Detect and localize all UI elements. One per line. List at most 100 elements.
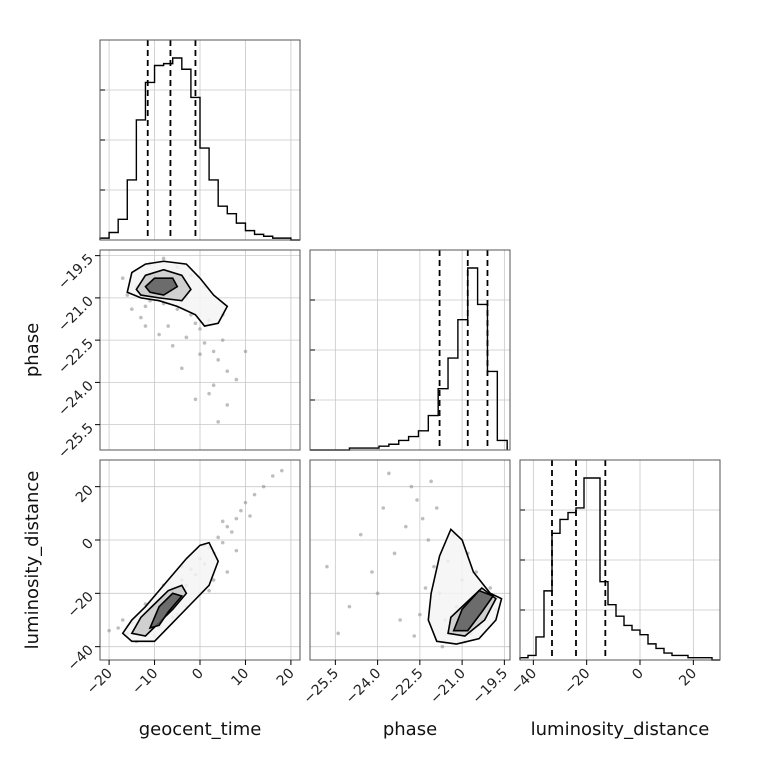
scatter-point <box>392 551 397 556</box>
y-tick-label: −20 <box>65 589 97 621</box>
scatter-point <box>139 315 143 320</box>
x-tick-label: −19.5 <box>470 666 512 708</box>
scatter-point <box>409 484 414 489</box>
scatter-point <box>234 377 239 382</box>
scatter-point <box>157 332 161 337</box>
scatter-panel-geocent_time-vs-luminosity_distance <box>99 459 301 661</box>
scatter-point <box>120 276 125 280</box>
scatter-point <box>370 570 374 574</box>
scatter-point <box>116 626 120 630</box>
scatter-point <box>143 304 148 309</box>
contour-line <box>452 589 495 632</box>
x-tick-label: 0 <box>629 666 647 684</box>
scatter-point <box>420 516 425 521</box>
scatter-point <box>387 471 391 476</box>
scatter-panel-phase-vs-luminosity_distance <box>309 459 511 661</box>
contour-line <box>144 277 179 296</box>
scatter-point <box>170 343 175 348</box>
scatter-point <box>225 570 230 574</box>
x-tick-label: 10 <box>228 666 252 690</box>
hist-panel-geocent_time <box>99 39 301 241</box>
panel-frame <box>519 459 721 661</box>
scatter-point <box>216 535 220 540</box>
scatter-point <box>216 420 220 424</box>
scatter-point <box>325 564 329 569</box>
x-tick-label: −10 <box>129 666 161 698</box>
x-tick-label: −21.0 <box>427 666 469 708</box>
scatter-point <box>161 256 166 261</box>
panel-frame <box>99 249 301 451</box>
scatter-point <box>474 570 478 574</box>
scatter-point <box>358 532 363 537</box>
scatter-point <box>381 506 386 510</box>
histogram-step <box>99 57 300 241</box>
x-tick-label: −25.5 <box>301 666 343 708</box>
hist-panel-phase <box>309 249 511 451</box>
scatter-point <box>234 516 239 521</box>
y-axis-label: luminosity_distance <box>22 471 43 650</box>
hist-panel-luminosity_distance <box>519 459 721 661</box>
scatter-point <box>230 530 234 534</box>
scatter-point <box>207 391 211 396</box>
scatter-point <box>418 612 422 617</box>
scatter-point <box>207 588 211 593</box>
scatter-point <box>403 524 408 529</box>
x-tick-label: −22.5 <box>385 666 427 708</box>
scatter-point <box>270 474 275 478</box>
scatter-point <box>429 479 433 484</box>
scatter-point <box>198 327 202 331</box>
x-tick-label: −20 <box>84 666 116 698</box>
y-tick-label: −22.5 <box>55 336 97 378</box>
scatter-point <box>166 324 170 328</box>
scatter-point <box>347 604 352 609</box>
scatter-point <box>198 352 202 357</box>
scatter-point <box>432 564 436 569</box>
scatter-point <box>125 293 130 297</box>
scatter-point <box>243 500 248 505</box>
histogram-step <box>519 477 720 661</box>
scatter-point <box>423 586 428 590</box>
scatter-point <box>336 631 340 636</box>
scatter-point <box>180 366 184 371</box>
scatter-point <box>234 548 239 553</box>
x-tick-label: −40 <box>508 666 540 698</box>
scatter-point <box>239 508 243 513</box>
scatter-point <box>440 644 445 649</box>
scatter-point <box>220 540 225 545</box>
y-tick-label: −25.5 <box>55 420 97 462</box>
panel-frame <box>309 249 511 451</box>
scatter-point <box>426 538 431 542</box>
scatter-point <box>216 358 220 362</box>
y-tick-label: −19.5 <box>55 251 97 293</box>
scatter-point <box>193 397 198 402</box>
scatter-point <box>415 498 419 502</box>
x-tick-label: 0 <box>189 666 207 684</box>
x-tick-label: 20 <box>274 666 298 690</box>
scatter-point <box>107 628 111 633</box>
y-tick-label: −40 <box>65 642 97 674</box>
scatter-point <box>225 369 230 373</box>
scatter-point <box>202 341 207 345</box>
scatter-point <box>375 591 380 596</box>
scatter-point <box>220 338 225 342</box>
scatter-point <box>211 578 216 582</box>
scatter-point <box>225 403 230 407</box>
panel-frame <box>309 459 511 661</box>
y-tick-label: 20 <box>73 482 97 506</box>
scatter-point <box>398 618 402 622</box>
scatter-point <box>488 586 493 590</box>
x-tick-label: 20 <box>676 666 700 690</box>
scatter-point <box>193 321 198 326</box>
x-axis-label: phase <box>383 719 437 740</box>
panel-frame <box>99 39 301 241</box>
scatter-point <box>220 519 225 524</box>
y-tick-label: −24.0 <box>55 378 97 420</box>
x-axis-label: luminosity_distance <box>531 719 710 740</box>
scatter-point <box>184 335 189 340</box>
scatter-point <box>280 468 284 473</box>
scatter-point <box>211 349 216 354</box>
scatter-point <box>130 307 134 311</box>
scatter-point <box>412 634 417 638</box>
scatter-point <box>243 349 248 354</box>
